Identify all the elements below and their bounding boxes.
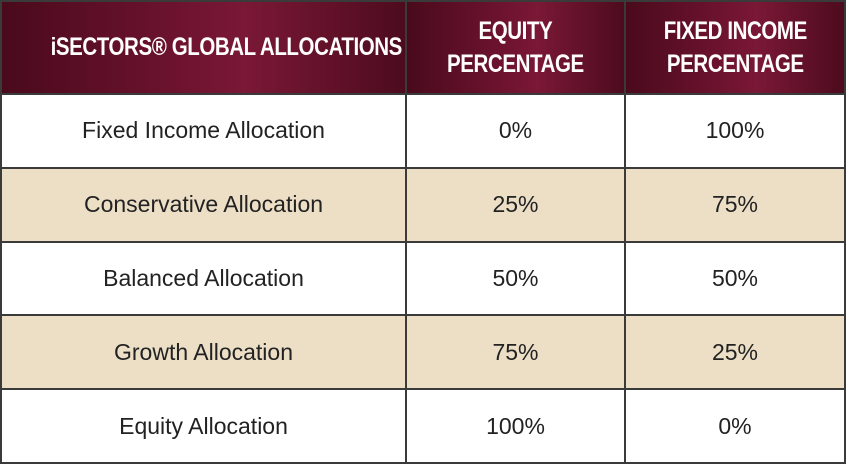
header-equity-percentage: EQUITY PERCENTAGE: [405, 0, 626, 95]
fixed-income-percentage-cell: 75%: [624, 166, 846, 243]
table-row: Balanced Allocation 50% 50%: [0, 240, 846, 317]
table-row: Equity Allocation 100% 0%: [0, 388, 846, 464]
header-allocations: iSECTORS® GLOBAL ALLOCATIONS: [0, 0, 407, 95]
equity-percentage-cell: 25%: [405, 166, 626, 243]
allocation-name-cell: Equity Allocation: [0, 388, 407, 464]
fixed-income-percentage-cell: 0%: [624, 388, 846, 464]
header-equity-label: EQUITY PERCENTAGE: [447, 16, 584, 78]
equity-percentage-cell: 100%: [405, 388, 626, 464]
header-fixed-income-label: FIXED INCOME PERCENTAGE: [663, 16, 807, 78]
allocation-name-cell: Fixed Income Allocation: [0, 93, 407, 169]
equity-percentage-cell: 50%: [405, 240, 626, 317]
table-row: Fixed Income Allocation 0% 100%: [0, 93, 846, 169]
header-allocations-label: iSECTORS® GLOBAL ALLOCATIONS: [50, 33, 403, 61]
equity-percentage-cell: 0%: [405, 93, 626, 169]
table-header: iSECTORS® GLOBAL ALLOCATIONS EQUITY PERC…: [0, 0, 846, 95]
allocation-name-cell: Conservative Allocation: [0, 166, 407, 243]
table-body: Fixed Income Allocation 0% 100% Conserva…: [0, 93, 846, 464]
table-row: Conservative Allocation 25% 75%: [0, 166, 846, 243]
header-row: iSECTORS® GLOBAL ALLOCATIONS EQUITY PERC…: [0, 0, 846, 95]
fixed-income-percentage-cell: 100%: [624, 93, 846, 169]
allocation-name-cell: Growth Allocation: [0, 314, 407, 391]
equity-percentage-cell: 75%: [405, 314, 626, 391]
table-row: Growth Allocation 75% 25%: [0, 314, 846, 391]
fixed-income-percentage-cell: 50%: [624, 240, 846, 317]
header-fixed-income-percentage: FIXED INCOME PERCENTAGE: [624, 0, 846, 95]
fixed-income-percentage-cell: 25%: [624, 314, 846, 391]
allocation-name-cell: Balanced Allocation: [0, 240, 407, 317]
